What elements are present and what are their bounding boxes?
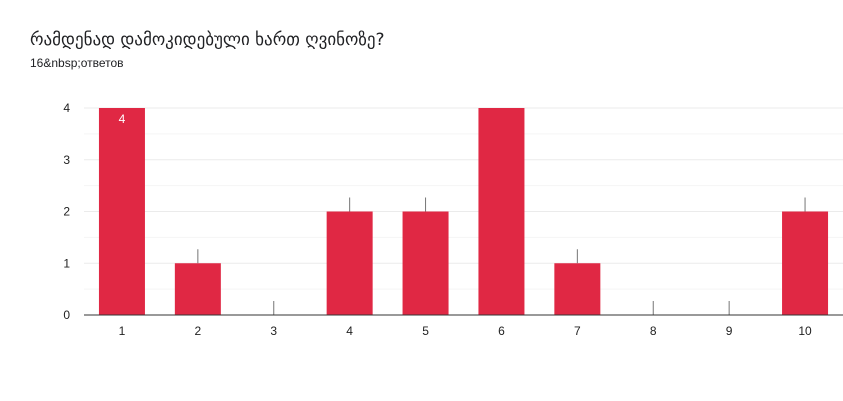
y-tick-label: 4 xyxy=(63,101,70,115)
bar-4[interactable] xyxy=(326,211,373,316)
bar-data-labels: 4 xyxy=(119,112,126,126)
bar-2[interactable] xyxy=(174,263,221,315)
y-tick-labels: 0 1 2 3 4 xyxy=(63,101,70,322)
bar-6[interactable] xyxy=(478,108,525,315)
x-tick-label: 1 xyxy=(119,324,126,338)
bars xyxy=(98,108,829,316)
x-tick-label: 9 xyxy=(726,324,733,338)
x-tick-label: 6 xyxy=(498,324,505,338)
y-tick-label: 1 xyxy=(63,256,70,270)
response-count: 16&nbsp;ответов xyxy=(30,56,124,70)
bar-7[interactable] xyxy=(554,263,601,315)
x-tick-labels: 1 2 3 4 5 6 7 8 9 10 xyxy=(119,324,812,338)
bar-1[interactable] xyxy=(98,108,145,315)
bar-10[interactable] xyxy=(782,211,829,316)
bar-5[interactable] xyxy=(402,211,449,316)
y-tick-label: 2 xyxy=(63,205,70,219)
y-tick-label: 0 xyxy=(63,308,70,322)
y-tick-label: 3 xyxy=(63,153,70,167)
x-tick-label: 5 xyxy=(422,324,429,338)
bar-data-label: 4 xyxy=(119,112,126,126)
x-tick-label: 3 xyxy=(270,324,277,338)
error-lines xyxy=(197,197,806,315)
x-tick-label: 4 xyxy=(346,324,353,338)
x-tick-label: 8 xyxy=(650,324,657,338)
chart-title: რამდენად დამოკიდებული ხართ ღვინოზე? xyxy=(30,30,385,50)
x-tick-label: 10 xyxy=(798,324,812,338)
x-tick-label: 7 xyxy=(574,324,581,338)
x-tick-label: 2 xyxy=(195,324,202,338)
